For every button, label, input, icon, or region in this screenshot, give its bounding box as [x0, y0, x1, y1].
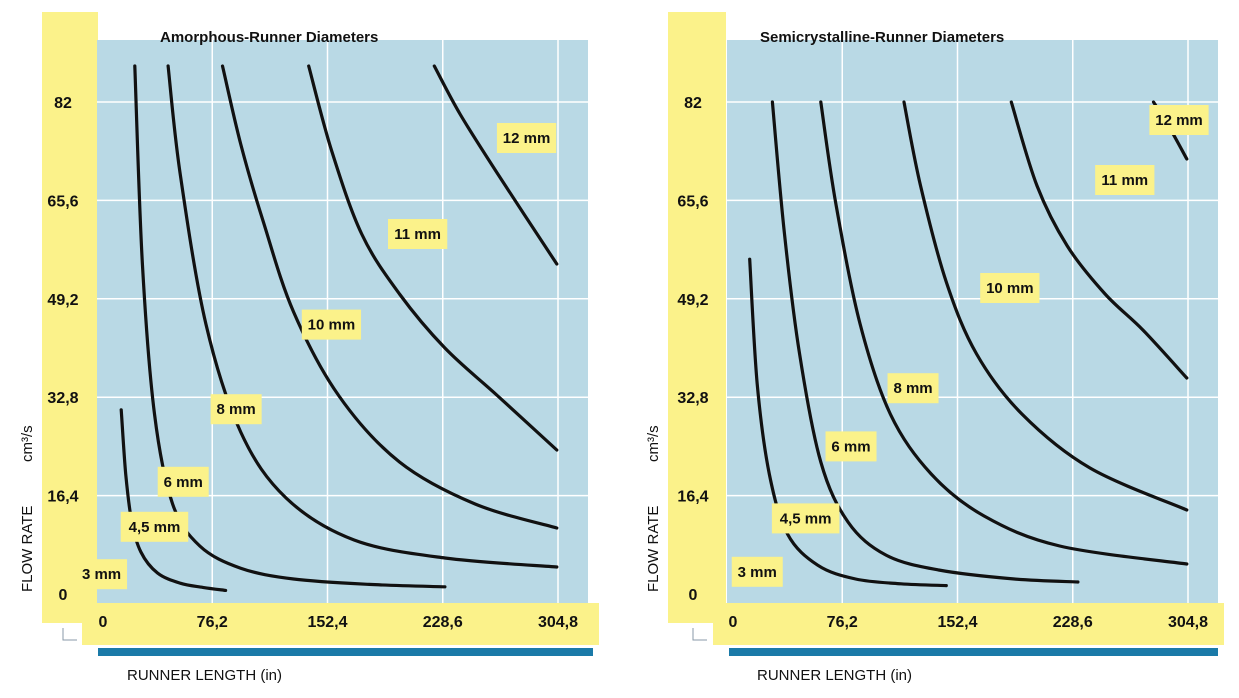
x-axis-bar	[729, 648, 1218, 656]
series-line-8-mm	[220, 64, 559, 530]
y-tick-label: 32,8	[47, 390, 78, 407]
series-label: 10 mm	[308, 317, 356, 334]
series-label-box	[388, 219, 448, 249]
chart-title: Amorphous-Runner Diameters	[160, 29, 378, 46]
x-tick-label: 0	[99, 614, 108, 631]
y-axis-label: FLOW RATE	[645, 506, 662, 592]
series-label: 11 mm	[394, 226, 441, 243]
x-axis-bar	[98, 648, 593, 656]
series-line-8-mm	[902, 100, 1189, 512]
x-tick-label: 152,4	[937, 614, 977, 631]
series-label-box	[1095, 165, 1155, 195]
y-tick-label: 65,6	[677, 193, 708, 210]
y-tick-label: 65,6	[47, 193, 78, 210]
series-label: 4,5 mm	[129, 519, 181, 536]
series-label-box	[301, 309, 362, 340]
series-label-box	[771, 503, 840, 534]
series-label-box	[157, 466, 209, 497]
series-label: 11 mm	[1101, 172, 1148, 189]
y-axis-unit: cm³/s	[645, 425, 662, 462]
semicrystalline-chart: Semicrystalline-Runner Diameters 82 65,6 49…	[645, 12, 1224, 684]
x-tick-label: 0	[729, 614, 738, 631]
x-tick-label: 76,2	[197, 614, 228, 631]
x-tick-label: 152,4	[307, 614, 347, 631]
y-tick-label: 16,4	[677, 489, 708, 506]
y-tick-label: 16,4	[47, 489, 78, 506]
series-label-box	[496, 123, 557, 153]
amorphous-chart: Amorphous-Runner Diameters 82 65,6 49,2 32,8…	[19, 12, 599, 684]
y-axis-unit: cm³/s	[19, 425, 36, 462]
series-label: 10 mm	[986, 280, 1034, 297]
y-axis-label: FLOW RATE	[19, 506, 36, 592]
series-label: 3 mm	[738, 564, 777, 581]
series-label: 6 mm	[831, 438, 870, 455]
x-axis-label-band	[713, 603, 1224, 645]
y-tick-label: 0	[689, 587, 698, 604]
series-label-box	[76, 559, 128, 590]
x-axis-label: RUNNER LENGTH (in)	[127, 667, 282, 684]
y-tick-label: 82	[54, 95, 72, 112]
x-tick-label: 228,6	[1053, 614, 1093, 631]
series-line-3-mm	[119, 408, 228, 592]
series-label: 4,5 mm	[780, 510, 832, 527]
y-tick-label: 32,8	[677, 390, 708, 407]
y-axis-label-band	[42, 12, 98, 623]
series-line-10-mm	[307, 64, 559, 452]
series-label: 12 mm	[1155, 112, 1203, 129]
y-axis-label-band	[668, 12, 726, 623]
series-label-box	[980, 273, 1040, 303]
x-tick-label: 228,6	[423, 614, 463, 631]
y-tick-label: 82	[684, 95, 702, 112]
series-line-6-mm	[819, 100, 1189, 566]
series-line-6-mm	[166, 64, 559, 569]
x-axis-label: RUNNER LENGTH (in)	[757, 667, 912, 684]
y-tick-label: 49,2	[677, 292, 708, 309]
series-label-box	[210, 394, 262, 425]
axis-corner-mark	[692, 628, 707, 641]
series-line-4-5-mm	[770, 100, 1080, 584]
axis-corner-mark	[62, 628, 77, 641]
chart-title: Semicrystalline-Runner Diameters	[760, 29, 1004, 46]
series-label: 3 mm	[82, 566, 121, 583]
series-line-10-mm	[1009, 100, 1189, 380]
series-label: 12 mm	[503, 130, 551, 147]
series-label-box	[120, 511, 189, 542]
x-axis-label-band	[82, 603, 599, 645]
x-tick-label: 304,8	[538, 614, 578, 631]
y-tick-label: 49,2	[47, 292, 78, 309]
series-label: 8 mm	[893, 380, 932, 397]
series-label-box	[887, 373, 939, 404]
series-label-box	[825, 431, 877, 462]
series-label: 8 mm	[217, 401, 256, 418]
x-tick-label: 76,2	[827, 614, 858, 631]
series-line-3-mm	[748, 257, 948, 588]
series-line-12-mm	[432, 64, 559, 266]
series-label-box	[731, 556, 783, 587]
series-label: 6 mm	[164, 474, 203, 491]
series-label-box	[1149, 105, 1209, 135]
x-tick-label: 304,8	[1168, 614, 1208, 631]
y-tick-label: 0	[59, 587, 68, 604]
